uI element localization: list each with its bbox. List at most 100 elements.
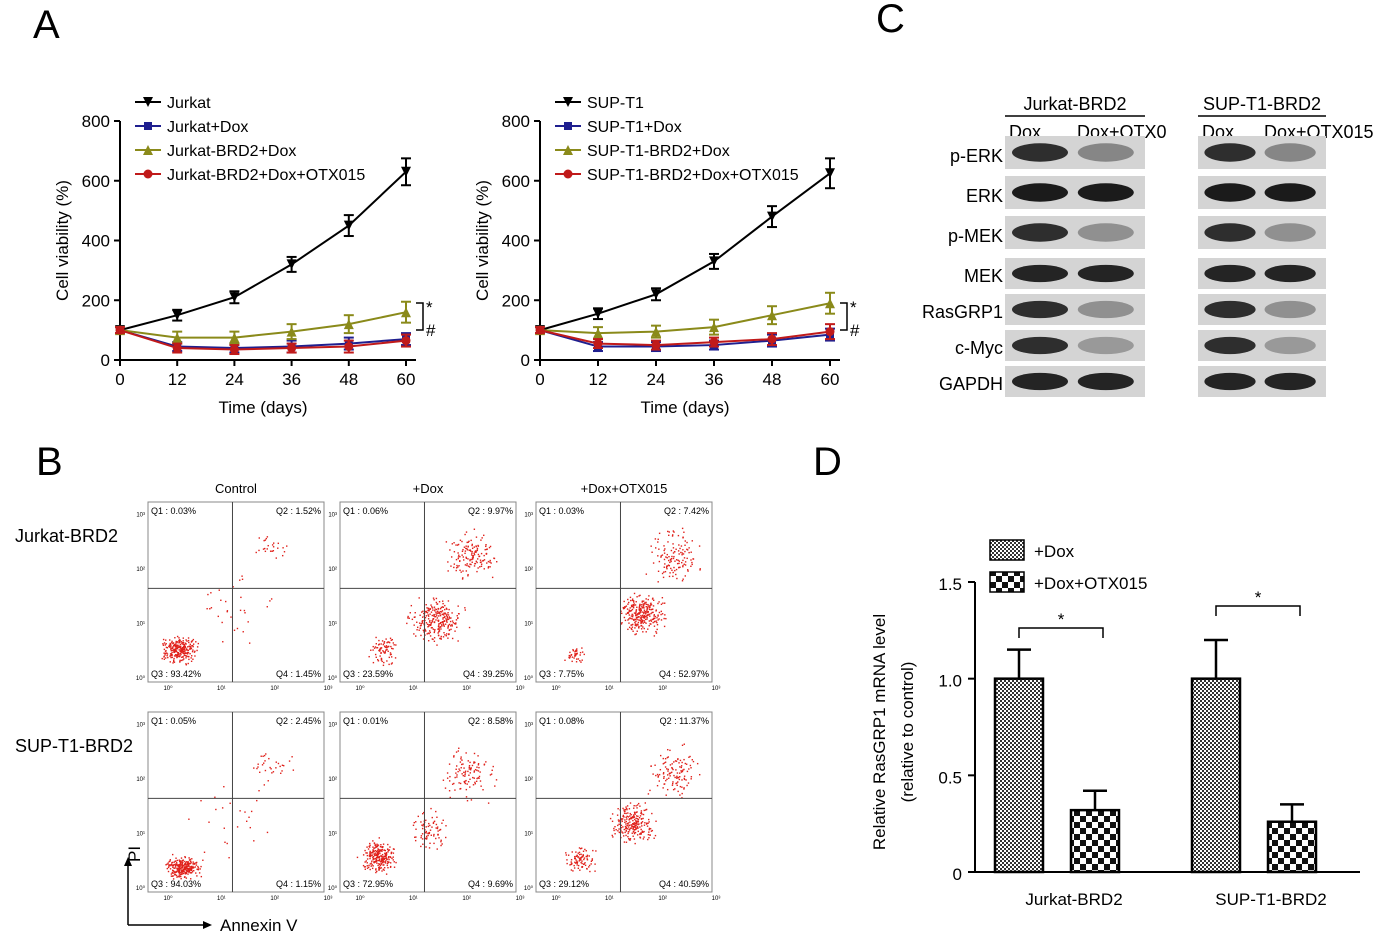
flow-dot <box>635 817 637 820</box>
flow-dot <box>673 555 675 558</box>
flow-dot <box>437 620 440 622</box>
flow-dot <box>438 837 440 839</box>
flow-dot <box>173 870 175 873</box>
flow-dot <box>682 553 685 555</box>
flow-dot <box>672 782 674 785</box>
flow-dot <box>267 544 269 547</box>
flow-dot <box>471 561 473 563</box>
flow-dot <box>646 618 648 620</box>
flow-dot <box>180 649 182 651</box>
flow-dot <box>458 613 460 615</box>
flow-dot <box>184 649 186 652</box>
flow-dot <box>663 552 666 554</box>
flow-dot <box>474 761 476 764</box>
flow-dot <box>612 836 614 838</box>
flow-dot <box>186 865 188 867</box>
flow-dot <box>383 642 385 644</box>
flow-dot <box>627 835 629 838</box>
flow-dot <box>165 643 167 645</box>
flow-dot <box>264 547 266 550</box>
flow-dot <box>652 621 654 624</box>
flow-dot <box>414 836 416 838</box>
flow-dot <box>167 656 169 659</box>
flow-dot <box>622 826 624 828</box>
flow-dot <box>381 660 383 663</box>
series-line-2 <box>539 302 831 335</box>
blot-band <box>1264 223 1316 242</box>
flow-dot <box>625 812 627 815</box>
flow-dot <box>175 644 178 646</box>
flow-x-tick-label: 10³ <box>324 896 333 902</box>
flow-dot <box>183 644 186 646</box>
flow-dot <box>179 643 182 646</box>
flow-dot <box>621 612 623 615</box>
flow-dot <box>583 653 585 656</box>
flow-dot <box>368 655 370 658</box>
flow-dot <box>433 630 436 632</box>
flow-dot <box>588 855 590 857</box>
flow-dot <box>621 818 624 820</box>
flow-dot <box>190 869 193 872</box>
flow-dot <box>185 648 188 650</box>
flow-dot <box>189 860 192 862</box>
flow-dot <box>428 609 430 611</box>
flow-dot <box>373 842 376 844</box>
legend-marker <box>563 169 573 179</box>
flow-dot <box>623 841 626 843</box>
flow-dot <box>456 564 458 567</box>
data-point <box>767 310 777 321</box>
flow-dot <box>178 871 181 874</box>
flow-dot <box>640 832 642 834</box>
flow-dot <box>170 645 172 647</box>
flow-dot <box>188 818 190 820</box>
flow-dot <box>445 618 447 620</box>
flow-dot <box>643 609 646 611</box>
flow-dot <box>631 816 634 818</box>
flow-dot <box>468 766 470 769</box>
flow-dot <box>182 652 184 654</box>
flow-dot <box>652 605 655 607</box>
flow-dot <box>193 651 196 653</box>
flow-dot <box>380 849 382 852</box>
flow-dot <box>668 555 670 558</box>
flow-dot <box>473 554 476 556</box>
flow-dot <box>454 776 456 779</box>
flow-dot <box>626 815 628 818</box>
flow-dot <box>465 531 468 533</box>
legend-swatch <box>989 571 1025 593</box>
flow-dot <box>650 545 652 547</box>
flow-dot <box>385 856 387 858</box>
flow-dot <box>627 611 630 613</box>
flow-dot <box>375 845 377 848</box>
flow-dot <box>207 593 209 596</box>
flow-dot <box>440 840 442 843</box>
flow-dot <box>163 642 166 644</box>
flow-dot <box>392 848 395 850</box>
flow-dot <box>639 617 642 619</box>
flow-dot <box>632 607 635 609</box>
flow-dot <box>642 606 645 608</box>
flow-dot <box>262 548 265 550</box>
flow-dot <box>191 644 194 647</box>
flow-dot <box>180 650 182 652</box>
flow-dot <box>672 781 674 783</box>
flow-dot <box>176 641 178 644</box>
flow-dot <box>172 864 174 866</box>
flow-dot <box>195 861 198 864</box>
flow-dot <box>684 550 686 553</box>
flow-dot <box>461 763 463 766</box>
flow-dot <box>669 572 671 574</box>
flow-dot <box>584 848 586 851</box>
flow-dot <box>378 643 381 645</box>
flow-dot <box>627 598 629 601</box>
flow-dot <box>650 608 652 611</box>
flow-dot <box>635 633 637 635</box>
flow-dot <box>381 850 383 852</box>
flow-dot <box>443 625 445 627</box>
flow-dot <box>183 648 185 651</box>
flow-dot <box>269 600 271 602</box>
flow-dot <box>666 756 669 759</box>
flow-dot <box>455 765 458 767</box>
flow-dot <box>648 620 651 622</box>
flow-dot <box>699 569 701 571</box>
